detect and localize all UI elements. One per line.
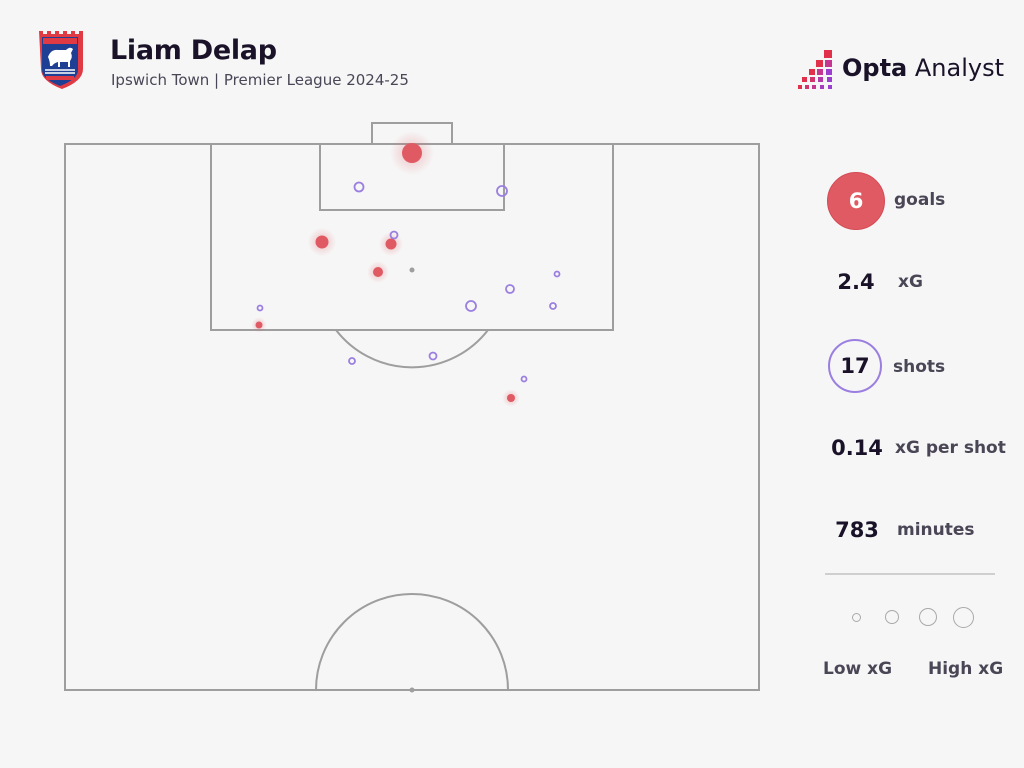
goal-marker [402,143,422,163]
shot-marker [520,375,528,383]
brand-bold: Opta [842,54,908,82]
stat-xg-per-shot: 0.14 xG per shot [820,425,1010,485]
player-name: Liam Delap [110,35,277,66]
goal-marker [373,267,383,277]
shot-marker-icon: 17 [828,339,882,393]
shots-layer [251,131,561,407]
shot-marker [465,300,477,312]
penalty-spot [409,267,415,273]
shot-marker [256,304,264,312]
legend-low-xg: Low xG [823,659,893,679]
shot-marker [428,351,438,361]
shot-marker [505,284,515,294]
ipswich-town-crest-icon [39,31,83,89]
stat-goals: 6 goals [820,160,1010,230]
pitch-boundary [64,143,760,691]
minutes-label: minutes [897,520,975,540]
pitch-lines [64,122,760,691]
goal-marker [507,394,515,402]
center-circle [315,593,509,691]
shots-value: 17 [840,354,870,378]
xg-label: xG [898,272,923,292]
shots-label: shots [893,357,946,377]
legend-size-4-icon [953,607,974,628]
stat-xg: 2.4 xG [820,260,1010,320]
xg-per-shot-label: xG per shot [895,438,1006,458]
opta-pixel-mark-icon [798,50,832,89]
legend-size-3-icon [919,608,937,626]
stats-divider [825,573,995,575]
shot-marker [549,302,557,310]
goals-value: 6 [848,189,864,213]
goal-marker-icon: 6 [827,172,885,230]
penalty-arc [335,329,489,369]
team-season-subtitle: Ipswich Town | Premier League 2024-25 [111,71,409,89]
shot-marker [496,185,508,197]
minutes-value: 783 [835,518,879,542]
legend-size-2-icon [885,610,899,624]
goals-label: goals [894,190,946,210]
legend-size-1-icon [852,613,861,622]
xg-value: 2.4 [837,270,875,294]
stat-shots: 17 shots [820,327,1010,393]
brand-text: Opta Analyst [842,54,1004,82]
shot-marker [353,181,365,193]
brand-regular: Analyst [907,54,1004,82]
header: Liam Delap Ipswich Town | Premier League… [0,0,1024,110]
center-spot [409,687,415,693]
goal-marker [315,235,329,249]
shot-marker [348,357,356,365]
legend-high-xg: High xG [928,659,1004,679]
stat-minutes: 783 minutes [820,507,1010,567]
shot-marker [553,270,561,278]
goal-marker [385,238,397,250]
shot-marker [389,230,399,240]
xg-per-shot-value: 0.14 [831,436,883,460]
goal-marker [255,321,263,329]
